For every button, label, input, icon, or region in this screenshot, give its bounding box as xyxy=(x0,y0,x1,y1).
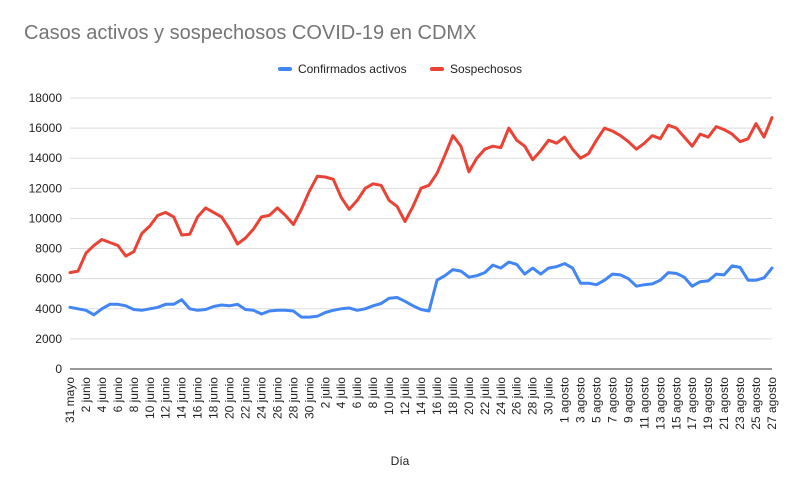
x-tick-label: 20 julio xyxy=(462,377,476,415)
y-tick-label: 16000 xyxy=(29,121,63,135)
y-tick-label: 8000 xyxy=(35,242,62,256)
y-tick-label: 4000 xyxy=(35,302,62,316)
x-tick-label: 15 agosto xyxy=(669,377,683,430)
legend: Confirmados activos Sospechosos xyxy=(0,60,800,76)
x-tick-label: 26 junio xyxy=(270,377,284,419)
legend-swatch-confirmados xyxy=(277,67,292,71)
x-tick-label: 30 julio xyxy=(542,377,556,415)
x-tick-label: 18 julio xyxy=(446,377,460,415)
x-tick-label: 9 agosto xyxy=(621,377,635,423)
x-tick-label: 12 junio xyxy=(159,377,173,419)
legend-label-confirmados: Confirmados activos xyxy=(297,62,407,76)
x-tick-label: 4 julio xyxy=(334,377,348,409)
x-tick-label: 14 junio xyxy=(175,377,189,419)
y-tick-label: 14000 xyxy=(29,151,63,165)
x-tick-label: 3 agosto xyxy=(574,377,588,423)
x-tick-label: 10 julio xyxy=(382,377,396,415)
x-tick-label: 6 junio xyxy=(111,377,125,413)
x-tick-label: 17 agosto xyxy=(685,377,699,430)
y-tick-label: 10000 xyxy=(29,211,63,225)
x-tick-label: 25 agosto xyxy=(749,377,763,430)
legend-item-confirmados: Confirmados activos xyxy=(277,62,407,76)
legend-label-sospechosos: Sospechosos xyxy=(450,62,523,76)
x-tick-label: 28 julio xyxy=(526,377,540,415)
x-tick-label: 4 junio xyxy=(95,377,109,413)
x-tick-label: 22 julio xyxy=(478,377,492,415)
x-tick-label: 20 junio xyxy=(223,377,237,419)
x-tick-label: 27 agosto xyxy=(765,377,779,430)
x-tick-label: 13 agosto xyxy=(653,377,667,430)
legend-swatch-sospechosos xyxy=(430,67,444,71)
x-tick-label: 23 agosto xyxy=(733,377,747,430)
x-axis-title: Día xyxy=(390,454,410,468)
x-tick-label: 16 junio xyxy=(191,377,205,419)
x-tick-label: 19 agosto xyxy=(701,377,715,430)
x-tick-label: 2 julio xyxy=(318,377,332,409)
x-tick-label: 16 julio xyxy=(430,377,444,415)
x-tick-label: 28 junio xyxy=(286,377,300,419)
x-tick-label: 14 julio xyxy=(414,377,428,415)
x-tick-label: 21 agosto xyxy=(717,377,731,430)
x-tick-label: 31 mayo xyxy=(63,377,77,423)
x-tick-label: 5 agosto xyxy=(590,377,604,423)
x-tick-label: 22 junio xyxy=(239,377,253,419)
x-tick-label: 2 junio xyxy=(79,377,93,413)
y-tick-label: 0 xyxy=(55,362,62,376)
x-tick-label: 12 julio xyxy=(398,377,412,415)
x-tick-label: 7 agosto xyxy=(605,377,619,423)
y-tick-label: 12000 xyxy=(29,181,63,195)
x-tick-label: 8 junio xyxy=(127,377,141,413)
y-tick-label: 6000 xyxy=(35,272,62,286)
y-tick-label: 18000 xyxy=(29,91,63,105)
x-tick-label: 8 julio xyxy=(366,377,380,409)
legend-item-sospechosos: Sospechosos xyxy=(430,62,522,76)
chart-title: Casos activos y sospechosos COVID-19 en … xyxy=(24,22,477,44)
x-tick-label: 1 agosto xyxy=(558,377,572,423)
x-tick-label: 24 junio xyxy=(254,377,268,419)
series-line-sospechosos xyxy=(68,116,774,275)
x-tick-label: 30 junio xyxy=(302,377,316,419)
x-tick-label: 10 junio xyxy=(143,377,157,419)
x-tick-label: 11 agosto xyxy=(637,377,651,429)
x-tick-label: 24 julio xyxy=(494,377,508,415)
y-tick-label: 2000 xyxy=(35,332,62,346)
x-tick-label: 18 junio xyxy=(207,377,221,419)
x-tick-label: 26 julio xyxy=(510,377,524,415)
x-tick-label: 6 julio xyxy=(350,377,364,409)
series-line-confirmados xyxy=(68,260,774,319)
